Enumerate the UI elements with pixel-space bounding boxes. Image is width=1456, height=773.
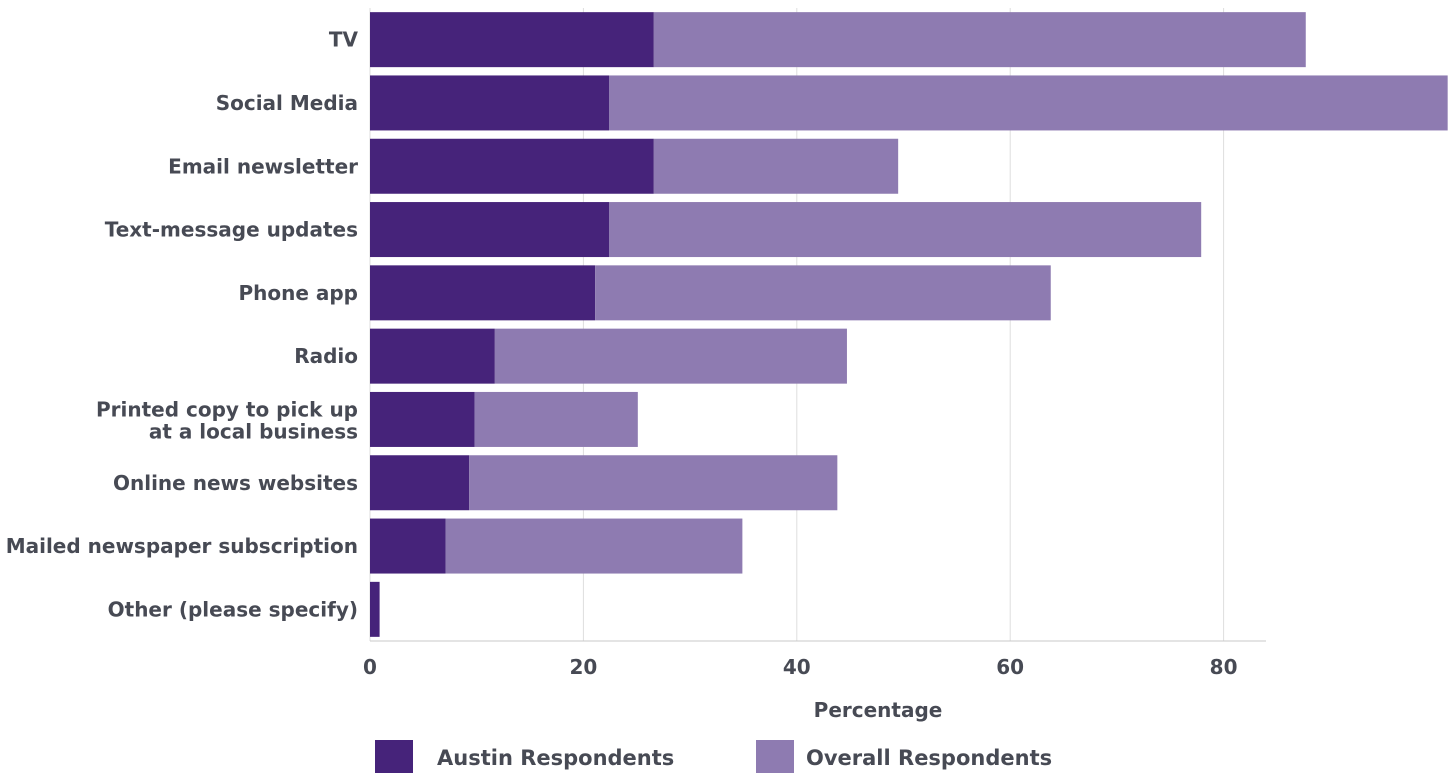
category-label-printed-copy-to-pick-up-at-a-local-business: Printed copy to pick up at a local busine…	[96, 397, 358, 443]
bar-austin-respondents-social-media	[370, 75, 610, 131]
bars	[370, 12, 1448, 637]
bar-austin-respondents-email-newsletter	[370, 138, 654, 194]
bar-austin-respondents-radio	[370, 328, 495, 384]
bar-austin-respondents-tv	[370, 12, 654, 68]
legend-swatch-overall-respondents	[756, 740, 794, 773]
bar-overall-respondents-phone-app	[595, 265, 1051, 321]
bar-austin-respondents-mailed-newspaper-subscription	[370, 518, 446, 574]
legend: Austin Respondents Overall Respondents	[375, 740, 1052, 773]
category-label-phone-app: Phone app	[238, 281, 358, 305]
bar-overall-respondents-social-media	[609, 75, 1448, 131]
x-tick-label-0: 0	[363, 655, 377, 679]
category-label-other-please-specify: Other (please specify)	[108, 597, 358, 621]
bar-overall-respondents-mailed-newspaper-subscription	[445, 518, 743, 574]
category-label-social-media: Social Media	[216, 91, 358, 115]
bar-overall-respondents-tv	[653, 12, 1306, 68]
category-label-mailed-newspaper-subscription: Mailed newspaper subscription	[6, 534, 358, 558]
bar-overall-respondents-online-news-websites	[469, 455, 838, 511]
bar-overall-respondents-text-message-updates	[609, 202, 1202, 258]
bar-overall-respondents-printed-copy-to-pick-up-at-a-local-business	[474, 391, 638, 447]
bar-overall-respondents-radio	[494, 328, 847, 384]
bar-austin-respondents-online-news-websites	[370, 455, 470, 511]
bar-austin-respondents-phone-app	[370, 265, 596, 321]
bar-overall-respondents-email-newsletter	[653, 138, 899, 194]
category-label-email-newsletter: Email newsletter	[168, 154, 358, 178]
x-tick-label-60: 60	[996, 655, 1024, 679]
x-axis-title: Percentage	[814, 698, 943, 722]
bar-austin-respondents-text-message-updates	[370, 202, 610, 258]
legend-label-austin-respondents: Austin Respondents	[437, 746, 674, 770]
bar-austin-respondents-other-please-specify	[370, 581, 380, 637]
category-label-online-news-websites: Online news websites	[113, 471, 358, 495]
x-tick-label-20: 20	[569, 655, 597, 679]
category-label-tv: TV	[329, 28, 359, 52]
x-tick-label-40: 40	[783, 655, 811, 679]
x-tick-labels: 0 20 40 60 80	[363, 655, 1237, 679]
legend-swatch-austin-respondents	[375, 740, 413, 773]
category-label-text-message-updates: Text-message updates	[105, 218, 358, 242]
bar-austin-respondents-printed-copy-to-pick-up-at-a-local-business	[370, 391, 475, 447]
x-tick-label-80: 80	[1210, 655, 1238, 679]
category-label-radio: Radio	[294, 344, 358, 368]
legend-label-overall-respondents: Overall Respondents	[806, 746, 1052, 770]
category-labels: TV Social Media Email newsletter Text-messa…	[6, 28, 359, 622]
